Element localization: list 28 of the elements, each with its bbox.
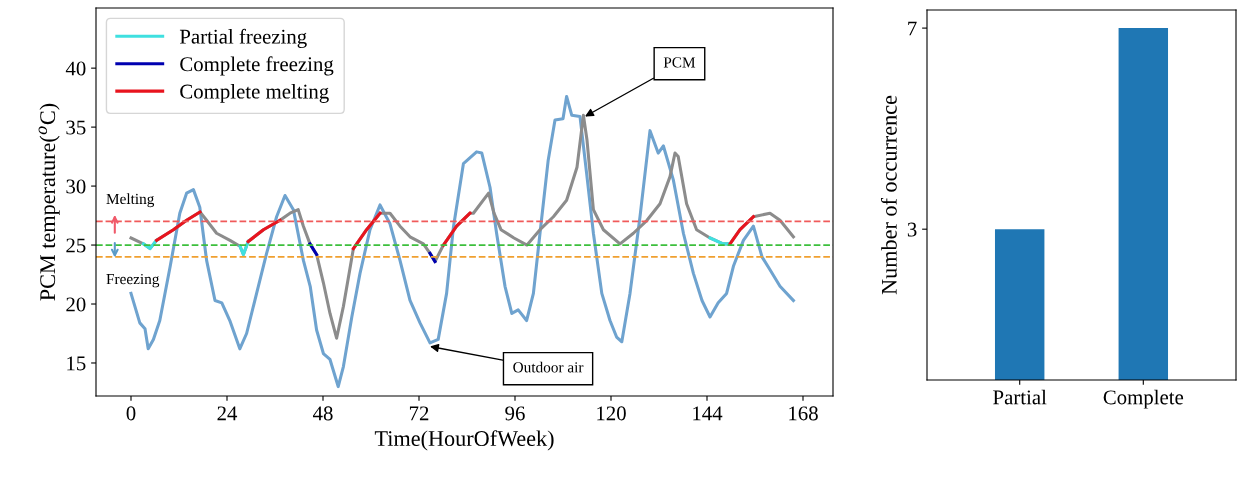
x-tick-label: 72: [409, 406, 429, 421]
x-axis-title: Time(HourOfWeek): [374, 430, 554, 451]
legend-label: Complete freezing: [180, 56, 334, 76]
annotation: Outdoor air: [513, 361, 584, 373]
y-axis-title: Number of occurrence: [880, 95, 897, 295]
y-tick-label: 7: [908, 21, 917, 36]
y-tick-label: 15: [67, 356, 86, 371]
x-tick-label: 168: [789, 406, 818, 421]
x-tick-label: Partial: [993, 389, 1047, 405]
x-tick-label: 144: [693, 406, 723, 421]
y-tick-label: 30: [66, 179, 86, 194]
legend-label: Partial freezing: [179, 28, 307, 48]
x-tick-label: 24: [217, 406, 238, 421]
y-tick-label: 40: [65, 61, 86, 76]
x-tick-label: 120: [597, 406, 626, 421]
y-tick-label: 25: [66, 238, 86, 253]
x-tick-label: 48: [312, 406, 333, 421]
y-tick-label: 3: [907, 222, 917, 237]
y-tick-label: 35: [66, 120, 86, 135]
x-tick-label: Complete: [1103, 389, 1184, 409]
y-tick-label: 20: [66, 297, 86, 312]
annotation: Freezing: [106, 273, 160, 288]
x-tick-label: 96: [505, 406, 525, 421]
x-tick-label: 0: [126, 406, 136, 421]
annotation: PCM: [663, 57, 696, 68]
annotation: Melting: [106, 193, 155, 208]
legend-label: Complete melting: [180, 83, 329, 103]
y-axis-title: PCM temperature($^{o}$C): [38, 103, 60, 301]
